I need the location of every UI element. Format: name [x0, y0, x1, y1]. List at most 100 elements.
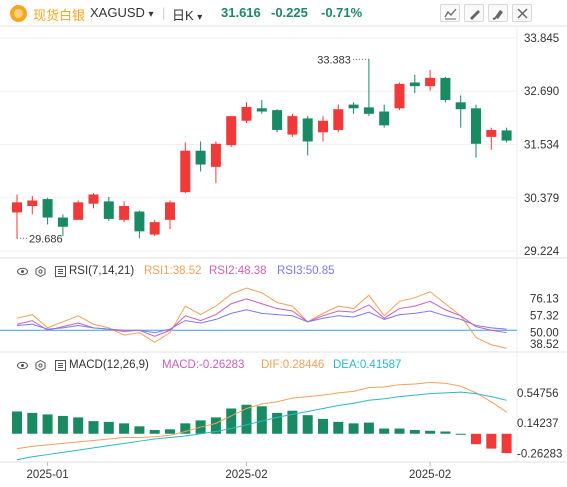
macd-histogram-bar [241, 404, 252, 434]
symbol-selector[interactable]: XAGUSD ▾ [90, 5, 154, 20]
macd-title: MACD(12,26,9) [69, 359, 149, 371]
indicator-button[interactable] [440, 4, 460, 22]
rsi2-label: RSI2:48.38 [209, 265, 267, 277]
macd-histogram-bar [425, 430, 436, 434]
settings-button[interactable] [512, 4, 532, 22]
candle-body [272, 110, 283, 130]
rsi-series-line [16, 309, 507, 334]
candle-body [256, 108, 267, 112]
y-tick-label: 32.690 [524, 86, 559, 98]
macd-dea-line [16, 391, 507, 461]
candle-body [440, 77, 451, 100]
pen-draw-icon [470, 10, 480, 20]
macd-histogram-bar [103, 421, 114, 434]
indicator-line-icon [444, 8, 457, 20]
candle-body [425, 77, 436, 87]
candle-body [471, 108, 481, 144]
candle-body [88, 194, 99, 204]
candle-body [379, 111, 390, 126]
divider: | [162, 5, 166, 20]
candle-body [501, 130, 512, 141]
candle-body [241, 106, 252, 121]
candle-body [27, 200, 38, 207]
eye-icon[interactable] [17, 266, 28, 277]
macd-histogram-bar [210, 417, 221, 434]
list-icon[interactable] [55, 360, 66, 371]
candle-body [165, 202, 175, 220]
rsi-y-tick-label: 57.32 [530, 310, 559, 322]
x-tick-label: 2025-02 [225, 469, 267, 481]
low-annotation: 29.686 [29, 233, 63, 245]
macd-histogram-bar [486, 433, 497, 449]
candle-body [302, 118, 313, 142]
macd-dif-line [16, 381, 507, 450]
y-tick-label: 29.224 [524, 246, 560, 258]
macd-histogram-bar [287, 410, 298, 434]
draw-button[interactable] [464, 4, 484, 22]
macd-histogram-bar [226, 408, 237, 434]
source-label: 现货白银 [33, 8, 86, 23]
macd-histogram-bar [256, 406, 267, 434]
rsi-y-tick-label: 50.00 [530, 327, 559, 339]
high-annotation: 33.383 [317, 54, 351, 66]
period-selector[interactable]: 日K ▾ [172, 5, 202, 24]
price-value: 31.616 [221, 5, 261, 20]
macd-histogram-bar [272, 412, 283, 434]
chevron-down-icon: ▾ [148, 9, 154, 20]
gear-icon[interactable] [35, 360, 46, 371]
x-tick-label: 2025-02 [409, 469, 451, 481]
candle-body [455, 102, 466, 110]
list-icon[interactable] [55, 266, 66, 277]
brush-button[interactable] [488, 4, 508, 22]
macd-histogram-bar [57, 415, 68, 434]
eye-icon[interactable] [17, 360, 28, 371]
candle-body [363, 107, 374, 114]
macd-y-tick-label: -0.26283 [517, 448, 562, 460]
rsi-title: RSI(7,14,21) [69, 265, 135, 277]
candle-body [210, 143, 221, 167]
candle-body [348, 104, 359, 109]
rsi3-label: RSI3:50.85 [277, 265, 335, 277]
candle-body [119, 206, 130, 220]
rsi-y-tick-label: 76.13 [530, 294, 559, 306]
macd-histogram-bar [455, 433, 466, 435]
candle-body [486, 129, 497, 137]
macd-histogram-bar [27, 412, 38, 434]
macd-histogram-bar [42, 414, 53, 434]
macd-histogram-bar [379, 428, 390, 434]
macd-histogram-bar [501, 433, 512, 454]
candle-body [103, 201, 114, 219]
candle-body [180, 150, 191, 193]
candle-body [134, 211, 145, 232]
macd-histogram-bar [302, 415, 313, 434]
rsi1-label: RSI1:38.52 [144, 265, 202, 277]
candle-body [42, 199, 53, 218]
macd-y-tick-label: 0.54756 [517, 388, 559, 400]
y-tick-label: 31.534 [524, 140, 560, 152]
y-tick-label: 33.845 [524, 33, 559, 45]
candle-body [287, 116, 298, 135]
macd-value-label: MACD:-0.26283 [162, 359, 245, 371]
rsi-series-line [16, 287, 507, 349]
macd-histogram-bar [333, 421, 344, 434]
symbol-label: XAGUSD [90, 5, 145, 20]
change-percent: -0.71% [321, 5, 363, 20]
macd-histogram-bar [165, 429, 175, 434]
macd-histogram-bar [88, 421, 99, 434]
change-value: -0.225 [271, 5, 308, 20]
macd-y-tick-label: 0.14237 [517, 418, 559, 430]
candle-body [333, 109, 344, 130]
macd-histogram-bar [363, 422, 374, 434]
macd-histogram-bar [12, 411, 22, 434]
macd-histogram-bar [471, 433, 481, 445]
macd-histogram-bar [119, 423, 130, 434]
brush-icon [492, 10, 503, 20]
macd-histogram-bar [440, 431, 451, 434]
macd-histogram-bar [180, 423, 191, 434]
candle-body [12, 202, 22, 213]
gear-icon[interactable] [35, 266, 46, 277]
macd-histogram-bar [318, 418, 328, 434]
macd-histogram-bar [149, 430, 160, 434]
candle-body [73, 202, 84, 220]
